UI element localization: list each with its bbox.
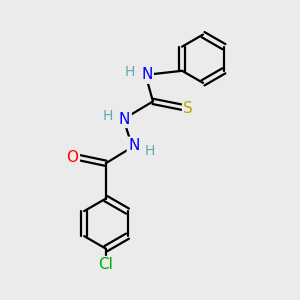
Text: N: N: [119, 112, 130, 127]
Text: N: N: [128, 138, 140, 153]
Text: H: H: [103, 109, 113, 123]
Text: N: N: [141, 68, 152, 82]
Text: H: H: [144, 144, 154, 158]
Text: Cl: Cl: [98, 257, 113, 272]
Text: H: H: [125, 65, 136, 79]
Text: O: O: [67, 150, 79, 165]
Text: S: S: [183, 101, 193, 116]
